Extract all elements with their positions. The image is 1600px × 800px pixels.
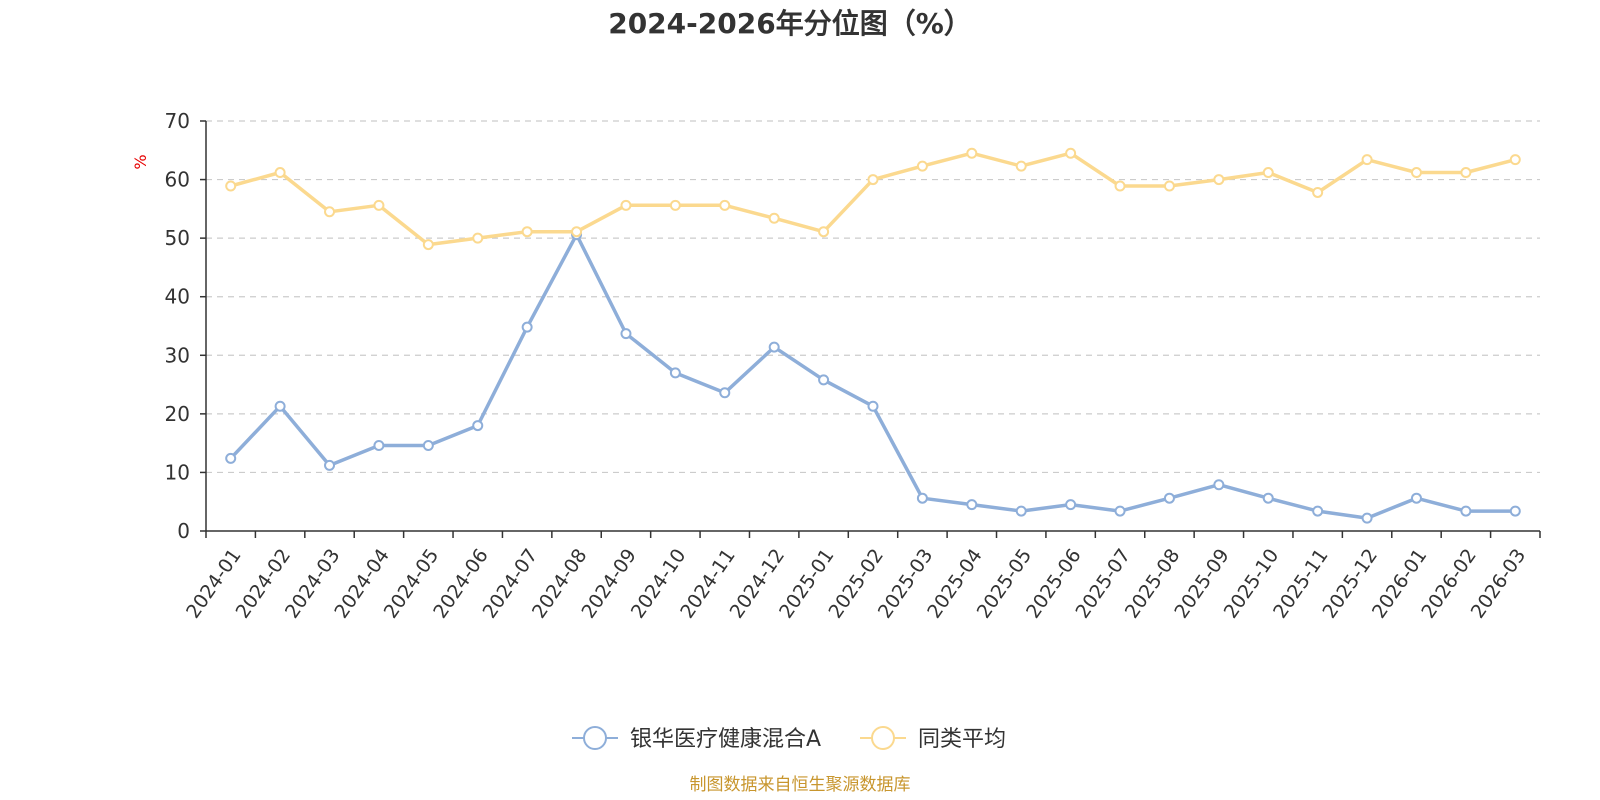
data-point [422,439,434,451]
data-point [1361,512,1373,524]
legend-label: 同类平均 [918,727,1006,752]
legend[interactable]: 银华医疗健康混合A 同类平均 [572,726,1006,752]
data-point [867,400,879,412]
data-point [620,199,632,211]
y-tick-label: 30 [165,343,190,367]
data-point [472,420,484,432]
data-point [1509,154,1521,166]
chart-title: 2024-2026年分位图（%） [608,7,972,40]
data-point [818,226,830,238]
data-point [1163,180,1175,192]
data-point [818,374,830,386]
data-point [1065,147,1077,159]
x-axis-ticks: 2024-012024-022024-032024-042024-052024-… [182,531,1541,623]
gridlines [206,120,1540,474]
data-point [669,367,681,379]
data-point [324,206,336,218]
data-point [422,239,434,251]
data-point [225,452,237,464]
data-point [669,199,681,211]
data-point [1114,505,1126,517]
legend-item-2[interactable]: 同类平均 [860,726,1006,752]
data-point [373,439,385,451]
data-point [1213,479,1225,491]
data-point [1262,492,1274,504]
data-point [1410,492,1422,504]
y-tick-label: 20 [165,402,190,426]
data-point [1213,174,1225,186]
data-point [916,492,928,504]
data-point [1312,186,1324,198]
y-axis-unit: % [131,154,150,169]
source-note: 制图数据来自恒生聚源数据库 [690,775,911,795]
data-point [472,232,484,244]
data-point [719,199,731,211]
data-point [373,199,385,211]
data-point [1015,505,1027,517]
data-point [274,167,286,179]
data-point [1015,160,1027,172]
data-point [1065,499,1077,511]
y-tick-label: 50 [165,226,190,250]
data-point [966,147,978,159]
data-point [521,226,533,238]
y-tick-label: 10 [165,460,190,484]
series-lines [225,147,1521,524]
data-point [274,400,286,412]
legend-marker [871,726,895,750]
data-point [719,387,731,399]
legend-label: 银华医疗健康混合A [630,727,821,752]
data-point [1163,492,1175,504]
axes [205,121,1540,532]
data-point [1460,505,1472,517]
series-2 [225,147,1521,251]
y-tick-label: 0 [177,519,190,543]
data-point [1410,167,1422,179]
y-tick-label: 40 [165,285,190,309]
data-point [521,321,533,333]
data-point [1460,167,1472,179]
data-point [867,174,879,186]
data-point [225,180,237,192]
series-1 [225,229,1521,524]
data-point [1312,505,1324,517]
y-tick-label: 70 [165,109,190,133]
data-point [768,341,780,353]
series-line [230,151,1516,247]
legend-item-1[interactable]: 银华医疗健康混合A [572,726,821,752]
data-point [324,459,336,471]
y-axis-ticks: 0 10 20 30 40 50 60 70 [165,109,206,543]
y-tick-label: 60 [165,168,190,192]
data-point [916,160,928,172]
data-point [1509,505,1521,517]
data-point [768,212,780,224]
data-point [571,226,583,238]
data-point [620,328,632,340]
data-point [1114,180,1126,192]
data-point [1262,167,1274,179]
legend-marker [583,726,607,750]
data-point [1361,154,1373,166]
data-point [966,499,978,511]
series-line [229,232,1516,520]
